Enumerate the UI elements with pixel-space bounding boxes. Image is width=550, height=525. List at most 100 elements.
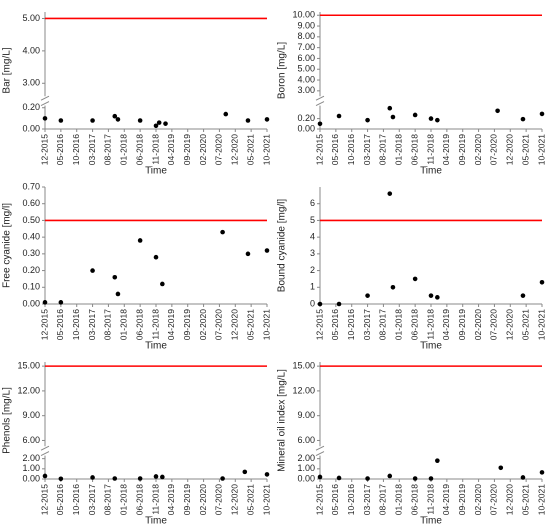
x-tick-label: 12-2020	[230, 484, 240, 515]
y-tick-label: 0.10	[22, 282, 40, 292]
y-axis-title: Phenols [mg/L]	[2, 387, 13, 454]
y-axis-title: Boron [mg/L]	[277, 42, 288, 99]
x-tick-label: 05-2021	[520, 484, 530, 515]
chart-panel: 0.001.002.00 6.00 9.00 12.00 15.00 12-2015 05-…	[277, 361, 547, 525]
axis-break	[315, 451, 325, 457]
data-point	[223, 111, 229, 117]
y-axis-title: Free cyanide [mg/l]	[2, 203, 13, 288]
x-tick-label: 11-2018	[150, 309, 160, 340]
y-tick-label: 2.00	[22, 453, 40, 463]
x-tick-label: 12-2015	[39, 134, 49, 165]
data-point	[58, 476, 64, 482]
x-tick-label: 08-2017	[378, 309, 388, 340]
y-tick-label: 5.00	[22, 13, 40, 23]
x-tick-label: 05-2016	[330, 134, 340, 165]
x-tick-label: 03-2017	[87, 134, 97, 165]
data-point	[160, 474, 165, 480]
x-tick-label: 01-2018	[119, 484, 129, 515]
data-point	[153, 474, 159, 479]
data-point	[137, 118, 143, 123]
data-point	[317, 474, 323, 480]
x-tick-label: 05-2021	[520, 309, 530, 340]
x-tick-label: 07-2020	[489, 484, 499, 515]
data-point	[387, 191, 393, 196]
x-tick-label: 10-2021	[536, 484, 546, 515]
axis-break	[40, 451, 50, 457]
x-tick-label: 06-2018	[409, 484, 419, 515]
y-tick-label: 0.20	[22, 102, 40, 112]
x-tick-label: 06-2018	[409, 134, 419, 165]
data-point	[520, 475, 526, 480]
y-axis-title: Bar [mg/L]	[2, 47, 13, 93]
y-tick-label: 10.00	[292, 10, 315, 20]
axis-break	[315, 95, 325, 101]
y-tick-label: 0.70	[22, 181, 40, 191]
x-tick-label: 11-2018	[150, 484, 160, 515]
x-tick-label: 09-2019	[182, 309, 192, 340]
axis-break	[315, 101, 325, 107]
data-point	[336, 113, 342, 119]
data-point	[412, 476, 418, 481]
x-tick-label: 11-2018	[425, 134, 435, 165]
x-tick-label: 10-2016	[346, 134, 356, 165]
data-point	[317, 301, 323, 307]
data-point	[42, 116, 48, 121]
x-tick-label: 10-2016	[71, 484, 81, 515]
data-point	[115, 291, 121, 297]
y-tick-label: 15.00	[292, 361, 315, 371]
x-tick-label: 04-2019	[441, 134, 451, 165]
x-tick-label: 01-2018	[119, 134, 129, 165]
data-point	[220, 476, 225, 481]
x-tick-label: 03-2017	[362, 134, 372, 165]
x-tick-label: 07-2020	[489, 309, 499, 340]
x-tick-label: 12-2015	[314, 309, 324, 340]
data-point	[539, 279, 545, 285]
x-tick-label: 12-2015	[39, 309, 49, 340]
y-tick-label: 3.00	[22, 78, 40, 88]
data-point	[387, 473, 393, 479]
y-tick-label: 3	[310, 248, 315, 258]
x-tick-label: 02-2020	[198, 484, 208, 515]
x-tick-label: 02-2020	[473, 309, 483, 340]
data-point	[365, 293, 370, 298]
x-tick-label: 05-2021	[520, 134, 530, 165]
x-tick-label: 09-2019	[457, 309, 467, 340]
data-point	[153, 123, 159, 129]
x-axis-title: Time	[145, 341, 167, 352]
x-tick-label: 09-2019	[457, 134, 467, 165]
x-axis-title: Time	[420, 341, 442, 352]
x-tick-label: 06-2018	[134, 309, 144, 340]
y-tick-label: 6.00	[297, 435, 315, 445]
y-tick-label: 9.00	[297, 410, 315, 420]
y-tick-label: 0.00	[22, 123, 40, 133]
data-point	[242, 469, 248, 475]
data-point	[336, 301, 342, 307]
y-tick-label: 5.00	[297, 64, 315, 74]
x-tick-label: 08-2017	[378, 484, 388, 515]
chart-panel: 0 1 2 3 4 5 6 12-2015 05-2016 10-2016 03-2017 08-20…	[277, 187, 546, 352]
x-tick-label: 10-2021	[261, 134, 271, 165]
x-tick-label: 10-2021	[261, 484, 271, 515]
x-tick-label: 01-2018	[394, 484, 404, 515]
x-tick-label: 12-2020	[230, 134, 240, 165]
x-tick-label: 08-2017	[103, 134, 113, 165]
data-point	[160, 281, 165, 287]
x-tick-label: 06-2018	[134, 134, 144, 165]
x-tick-label: 08-2017	[103, 484, 113, 515]
x-tick-label: 08-2017	[103, 309, 113, 340]
axis-break	[40, 445, 50, 451]
y-tick-label: 6.00	[22, 435, 40, 445]
data-point	[428, 116, 434, 121]
y-tick-label: 6	[310, 198, 315, 208]
y-tick-label: 15.00	[17, 361, 40, 371]
data-point	[163, 121, 168, 126]
y-tick-label: 0.20	[22, 265, 40, 275]
x-tick-label: 10-2016	[71, 309, 81, 340]
y-tick-label: 9.00	[297, 20, 315, 30]
data-point	[264, 472, 270, 477]
data-point	[365, 476, 370, 481]
x-tick-label: 07-2020	[214, 134, 224, 165]
y-tick-label: 9.00	[22, 410, 40, 420]
x-tick-label: 05-2016	[55, 309, 65, 340]
y-tick-label: 0.00	[22, 298, 40, 308]
